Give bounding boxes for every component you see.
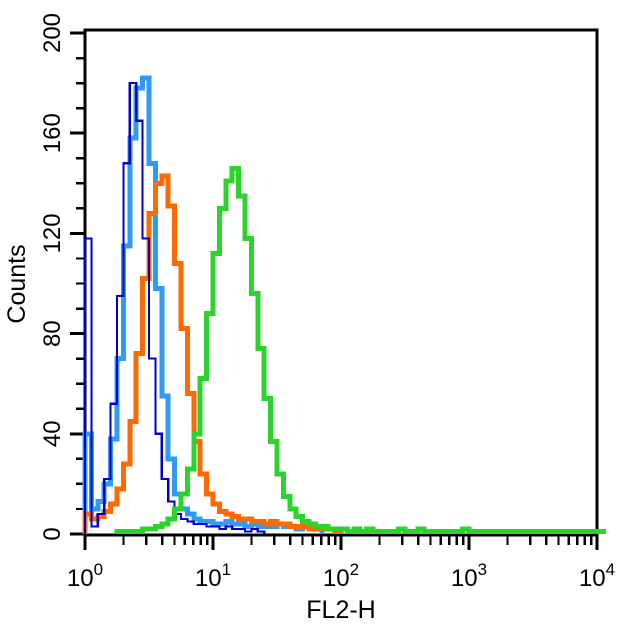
histogram-traces: [82, 75, 606, 534]
x-tick-label: 102: [323, 560, 359, 592]
x-tick-label: 100: [67, 560, 103, 592]
series-dark-blue-trace: [83, 82, 266, 534]
axis-ticks: [70, 31, 599, 550]
series-green-trace: [114, 165, 606, 534]
y-tick-label: 120: [39, 213, 66, 253]
axis-tick-labels: 0 40 80 120 160 200 100 101 102 103 104: [39, 13, 615, 592]
series-light-blue-trace: [82, 75, 325, 534]
y-tick-label: 80: [39, 320, 66, 347]
y-tick-label: 200: [39, 13, 66, 53]
x-tick-label: 101: [195, 560, 231, 592]
y-axis-title: Counts: [3, 244, 31, 323]
y-tick-label: 0: [39, 527, 66, 540]
x-tick-label: 104: [579, 560, 615, 592]
x-tick-label: 103: [451, 560, 487, 592]
x-axis-title: FL2-H: [306, 596, 375, 624]
y-tick-label: 160: [39, 113, 66, 153]
y-tick-label: 40: [39, 420, 66, 447]
